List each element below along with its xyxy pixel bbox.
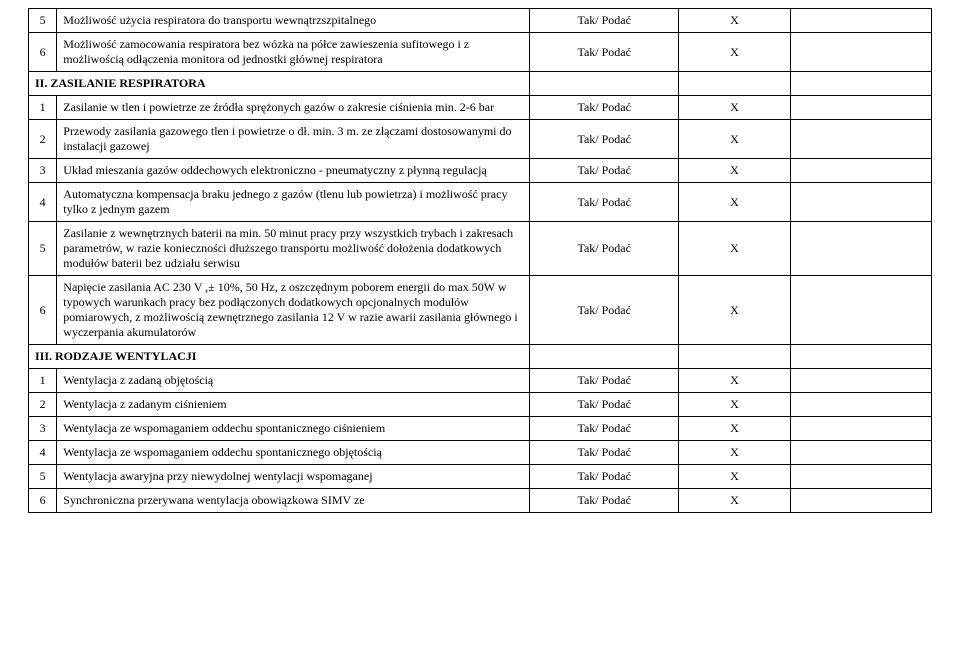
offer-cell [790,276,931,345]
required-cell: Tak/ Podać [529,9,678,33]
row-description: Wentylacja ze wspomaganiem oddechu spont… [57,441,530,465]
mark-cell: X [679,120,790,159]
required-cell: Tak/ Podać [529,33,678,72]
row-number: 1 [29,369,57,393]
required-cell: Tak/ Podać [529,222,678,276]
offer-cell [790,9,931,33]
table-row: 1Zasilanie w tlen i powietrze ze źródła … [29,96,932,120]
required-cell: Tak/ Podać [529,465,678,489]
row-number: 1 [29,96,57,120]
offer-cell [790,393,931,417]
offer-cell [790,33,931,72]
required-cell: Tak/ Podać [529,489,678,513]
offer-cell [790,120,931,159]
offer-cell [790,417,931,441]
table-row: 3Układ mieszania gazów oddechowych elekt… [29,159,932,183]
row-description: Zasilanie z wewnętrznych baterii na min.… [57,222,530,276]
offer-cell [790,369,931,393]
row-description: Możliwość zamocowania respiratora bez wó… [57,33,530,72]
row-description: Zasilanie w tlen i powietrze ze źródła s… [57,96,530,120]
section-header: III. RODZAJE WENTYLACJI [29,345,530,369]
required-cell: Tak/ Podać [529,159,678,183]
document-page: 5Możliwość użycia respiratora do transpo… [0,0,960,525]
mark-cell: X [679,9,790,33]
row-description: Układ mieszania gazów oddechowych elektr… [57,159,530,183]
mark-cell: X [679,159,790,183]
empty-cell [679,345,790,369]
row-number: 2 [29,393,57,417]
row-number: 3 [29,417,57,441]
empty-cell [679,72,790,96]
mark-cell: X [679,183,790,222]
offer-cell [790,183,931,222]
empty-cell [790,345,931,369]
mark-cell: X [679,489,790,513]
table-row: 6Napięcie zasilania AC 230 V ,± 10%, 50 … [29,276,932,345]
empty-cell [529,345,678,369]
offer-cell [790,441,931,465]
table-row: 5Wentylacja awaryjna przy niewydolnej we… [29,465,932,489]
row-description: Napięcie zasilania AC 230 V ,± 10%, 50 H… [57,276,530,345]
required-cell: Tak/ Podać [529,96,678,120]
row-number: 3 [29,159,57,183]
required-cell: Tak/ Podać [529,369,678,393]
mark-cell: X [679,417,790,441]
mark-cell: X [679,441,790,465]
row-description: Wentylacja awaryjna przy niewydolnej wen… [57,465,530,489]
required-cell: Tak/ Podać [529,393,678,417]
offer-cell [790,222,931,276]
offer-cell [790,96,931,120]
row-description: Wentylacja z zadanym ciśnieniem [57,393,530,417]
required-cell: Tak/ Podać [529,417,678,441]
row-description: Możliwość użycia respiratora do transpor… [57,9,530,33]
mark-cell: X [679,96,790,120]
offer-cell [790,489,931,513]
offer-cell [790,465,931,489]
row-description: Wentylacja ze wspomaganiem oddechu spont… [57,417,530,441]
empty-cell [790,72,931,96]
row-number: 6 [29,276,57,345]
table-row: 4Wentylacja ze wspomaganiem oddechu spon… [29,441,932,465]
row-number: 6 [29,489,57,513]
row-description: Synchroniczna przerywana wentylacja obow… [57,489,530,513]
mark-cell: X [679,222,790,276]
empty-cell [529,72,678,96]
table-row: II. ZASILANIE RESPIRATORA [29,72,932,96]
table-row: 2Wentylacja z zadanym ciśnieniemTak/ Pod… [29,393,932,417]
row-number: 5 [29,465,57,489]
table-row: 5Możliwość użycia respiratora do transpo… [29,9,932,33]
mark-cell: X [679,369,790,393]
table-row: 1Wentylacja z zadaną objętościąTak/ Poda… [29,369,932,393]
mark-cell: X [679,33,790,72]
spec-table: 5Możliwość użycia respiratora do transpo… [28,8,932,513]
required-cell: Tak/ Podać [529,441,678,465]
table-row: 6Synchroniczna przerywana wentylacja obo… [29,489,932,513]
row-description: Przewody zasilania gazowego tlen i powie… [57,120,530,159]
offer-cell [790,159,931,183]
row-number: 5 [29,222,57,276]
mark-cell: X [679,393,790,417]
row-number: 4 [29,183,57,222]
table-row: III. RODZAJE WENTYLACJI [29,345,932,369]
mark-cell: X [679,276,790,345]
section-header: II. ZASILANIE RESPIRATORA [29,72,530,96]
row-number: 6 [29,33,57,72]
table-row: 4Automatyczna kompensacja braku jednego … [29,183,932,222]
required-cell: Tak/ Podać [529,120,678,159]
row-description: Wentylacja z zadaną objętością [57,369,530,393]
row-description: Automatyczna kompensacja braku jednego z… [57,183,530,222]
row-number: 4 [29,441,57,465]
table-row: 5Zasilanie z wewnętrznych baterii na min… [29,222,932,276]
row-number: 5 [29,9,57,33]
required-cell: Tak/ Podać [529,183,678,222]
mark-cell: X [679,465,790,489]
table-row: 3Wentylacja ze wspomaganiem oddechu spon… [29,417,932,441]
table-row: 2Przewody zasilania gazowego tlen i powi… [29,120,932,159]
required-cell: Tak/ Podać [529,276,678,345]
table-row: 6Możliwość zamocowania respiratora bez w… [29,33,932,72]
row-number: 2 [29,120,57,159]
